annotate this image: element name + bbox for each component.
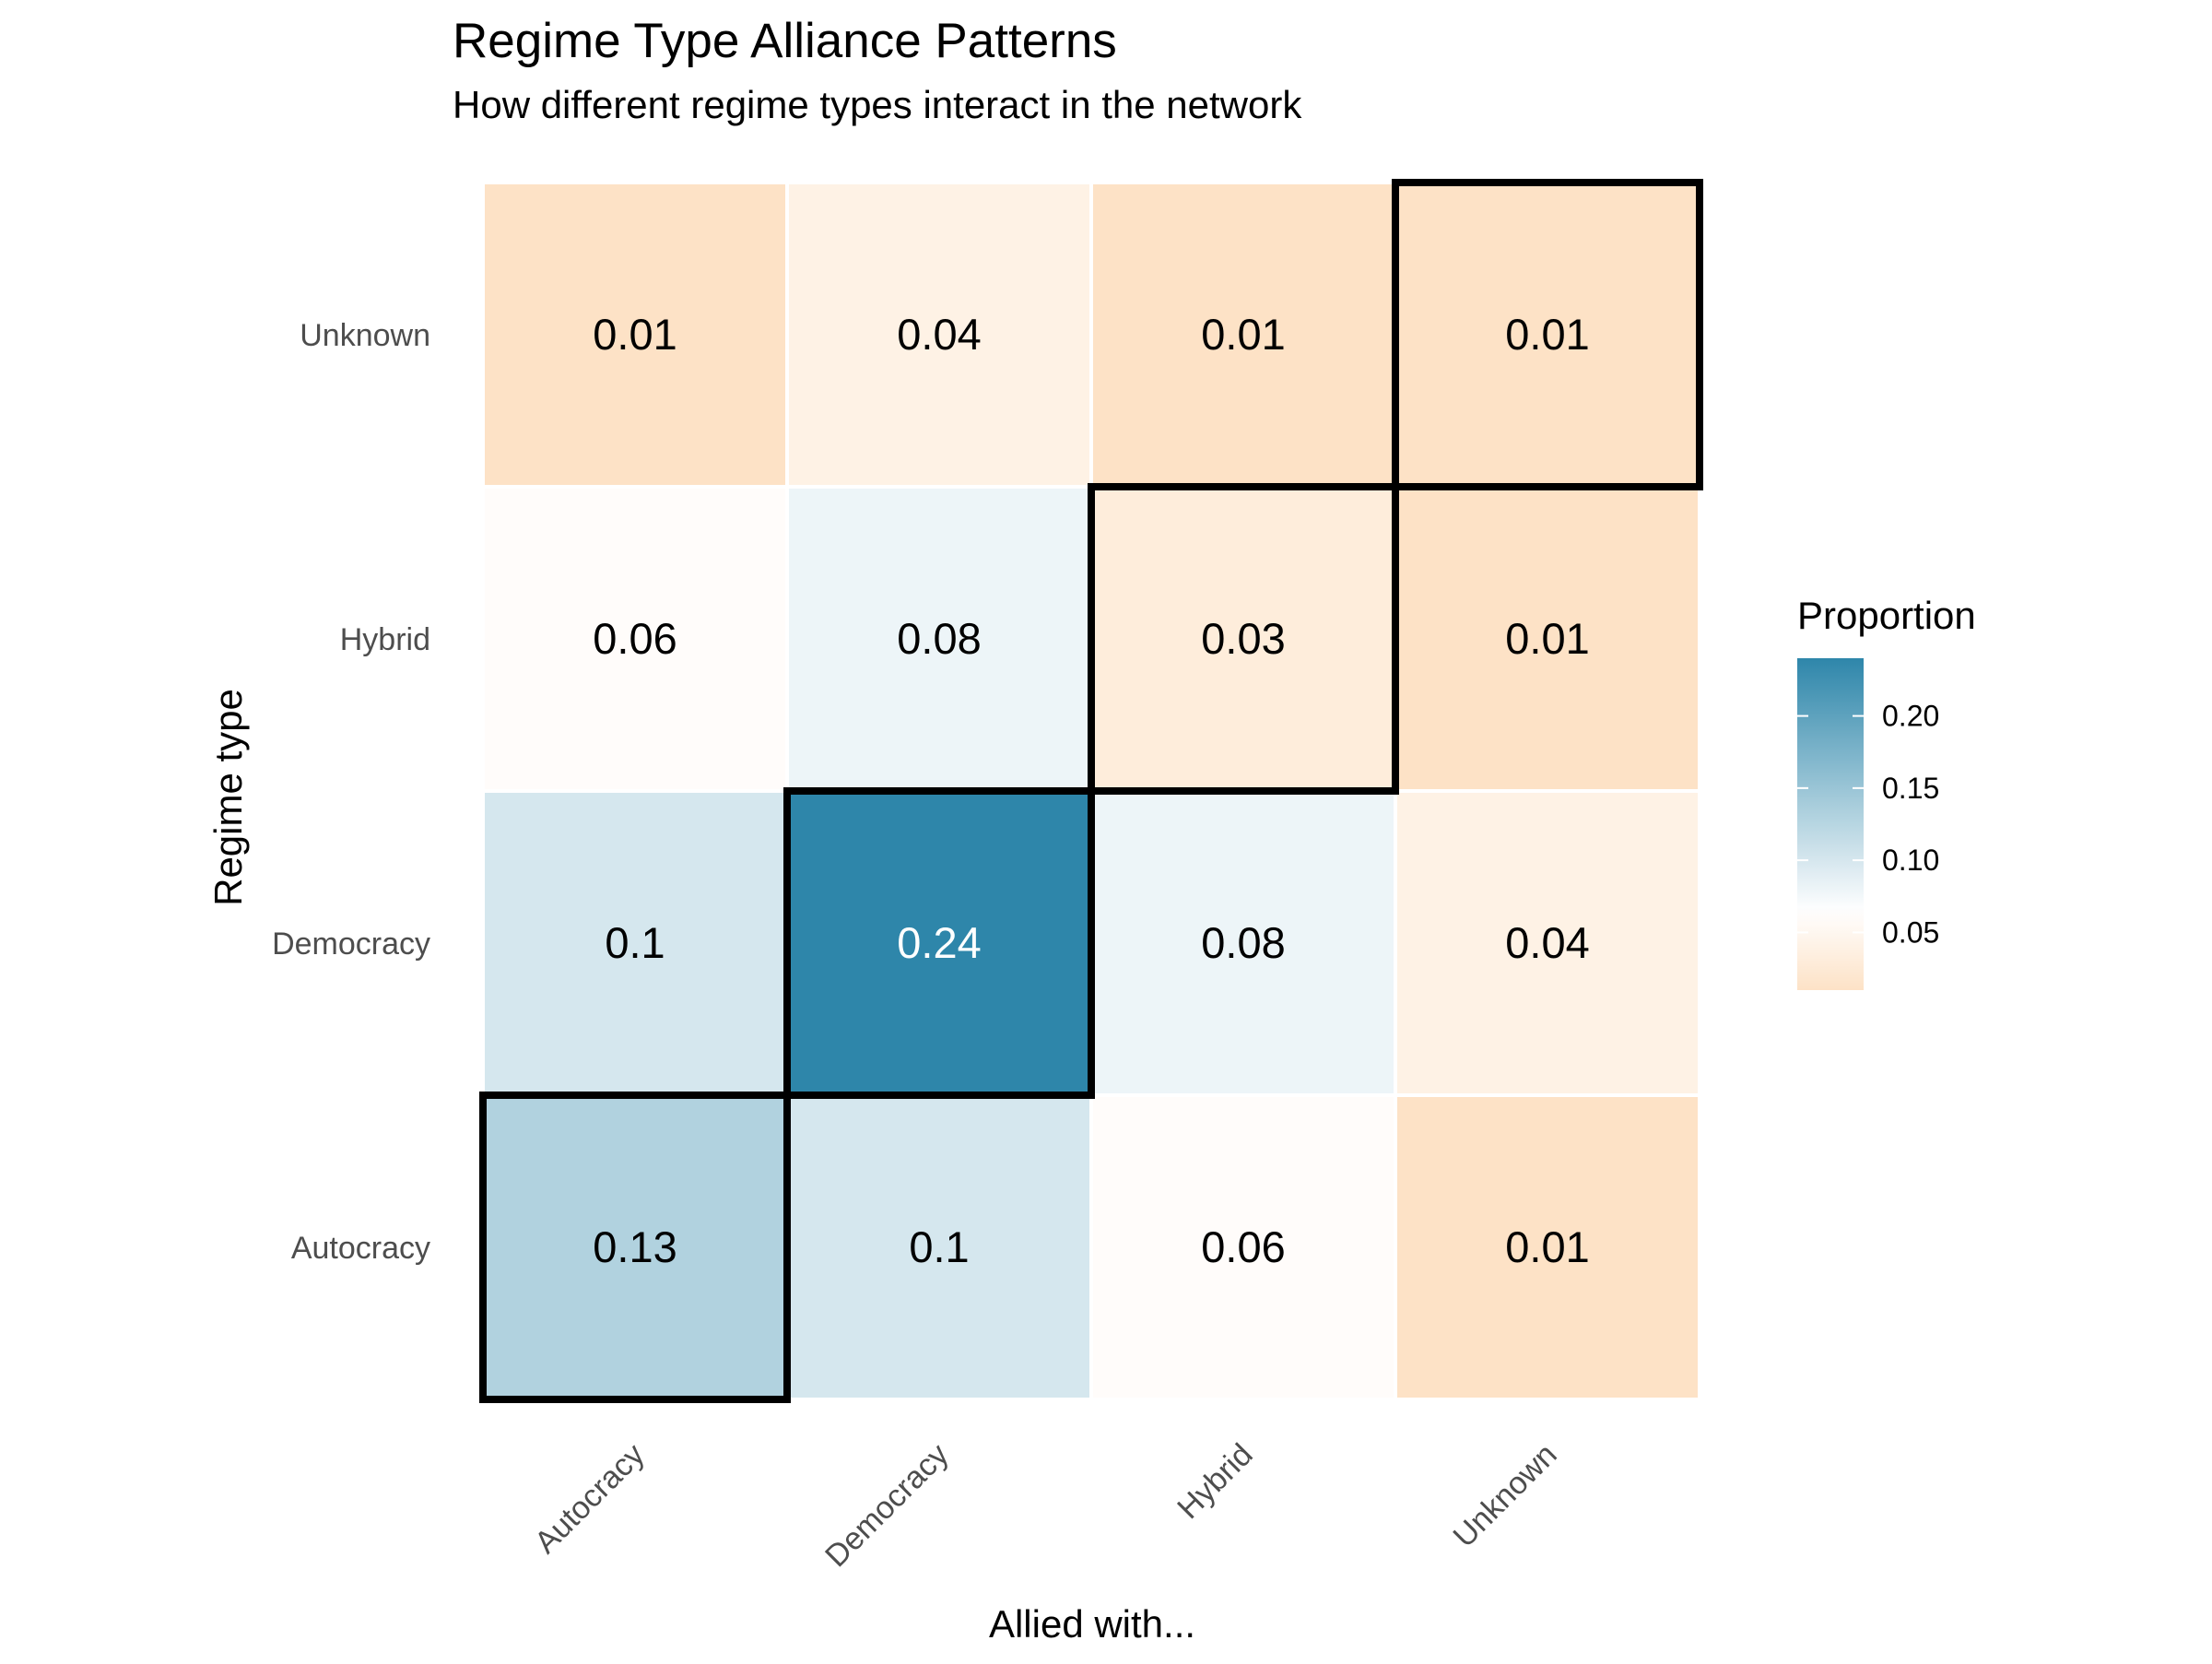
diagonal-highlights bbox=[479, 179, 1703, 1403]
heatmap-cell bbox=[785, 1093, 1093, 1401]
heatmap-cell bbox=[481, 1093, 789, 1401]
heatmap-cell bbox=[481, 485, 789, 793]
cell-value-label: 0.04 bbox=[1505, 918, 1589, 967]
cell-value-label: 0.24 bbox=[897, 918, 981, 967]
cell-value-label: 0.01 bbox=[1505, 310, 1589, 359]
legend-tick-label: 0.05 bbox=[1882, 915, 1939, 949]
heatmap-cell bbox=[1394, 789, 1701, 1097]
x-tick-label: Hybrid bbox=[1171, 1437, 1259, 1526]
chart-title: Regime Type Alliance Patterns bbox=[453, 14, 1117, 68]
legend-tick-label: 0.15 bbox=[1882, 772, 1939, 805]
heatmap-cell bbox=[1089, 789, 1397, 1097]
legend-colorbar bbox=[1797, 658, 1864, 990]
legend-tick-label: 0.10 bbox=[1882, 844, 1939, 877]
cell-value-label: 0.01 bbox=[593, 310, 677, 359]
cell-value-label: 0.1 bbox=[909, 1222, 969, 1271]
x-tick-label: Unknown bbox=[1447, 1437, 1564, 1554]
y-axis-title: Regime type bbox=[206, 689, 250, 906]
heatmap-cell bbox=[1394, 1093, 1701, 1401]
diagonal-highlight-border bbox=[1088, 483, 1399, 795]
heatmap-cell bbox=[481, 181, 789, 489]
cell-value-label: 0.08 bbox=[1201, 918, 1285, 967]
y-tick-label: Hybrid bbox=[340, 622, 430, 657]
y-tick-label: Unknown bbox=[300, 318, 430, 353]
cell-value-label: 0.13 bbox=[593, 1222, 677, 1271]
cell-value-label: 0.03 bbox=[1201, 614, 1285, 663]
y-tick-label: Democracy bbox=[272, 926, 430, 962]
y-tick-label: Autocracy bbox=[291, 1231, 430, 1266]
cell-value-label: 0.1 bbox=[605, 918, 665, 967]
heatmap-cell bbox=[785, 181, 1093, 489]
legend-ticks: 0.05 0.10 0.15 0.20 bbox=[1797, 700, 1939, 949]
heatmap-cell bbox=[1394, 485, 1701, 793]
cell-value-label: 0.06 bbox=[1201, 1222, 1285, 1271]
cell-value-label: 0.06 bbox=[593, 614, 677, 663]
cell-value-label: 0.01 bbox=[1201, 310, 1285, 359]
cell-value-label: 0.01 bbox=[1505, 614, 1589, 663]
heatmap-cell bbox=[785, 485, 1093, 793]
diagonal-highlight-border bbox=[479, 1092, 791, 1403]
cell-value-label: 0.08 bbox=[897, 614, 981, 663]
x-tick-label: Autocracy bbox=[528, 1437, 652, 1561]
heatmap-cells bbox=[481, 181, 1701, 1401]
heatmap-cell bbox=[481, 789, 789, 1097]
legend: Proportion 0.05 0.10 0.15 0.20 bbox=[1797, 594, 1976, 990]
legend-tick-label: 0.20 bbox=[1882, 700, 1939, 733]
cell-value-label: 0.04 bbox=[897, 310, 981, 359]
legend-title: Proportion bbox=[1797, 594, 1976, 637]
x-axis-title: Allied with... bbox=[989, 1602, 1195, 1646]
cell-value-label: 0.01 bbox=[1505, 1222, 1589, 1271]
diagonal-highlight-border bbox=[1392, 179, 1703, 490]
chart-subtitle: How different regime types interact in t… bbox=[453, 83, 1302, 126]
heatmap-cell bbox=[785, 789, 1093, 1097]
diagonal-highlight-border bbox=[783, 787, 1095, 1099]
x-tick-label: Democracy bbox=[818, 1437, 955, 1574]
cell-value-labels: 0.13 0.1 0.06 0.01 0.1 0.24 0.08 0.04 0.06 0.08 0.… bbox=[593, 310, 1589, 1271]
